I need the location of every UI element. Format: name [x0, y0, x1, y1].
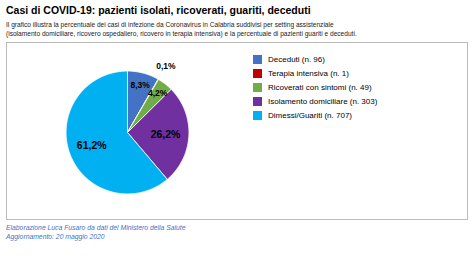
html-text:Il grafico illustra la percent: Il grafico illustra la percentuale dei c… — [6, 21, 357, 37]
html-text:Deceduti (n. 96): Deceduti (n. 96) — [268, 55, 325, 64]
svg-text:8,3%: 8,3% — [130, 79, 150, 90]
html-text:Casi di COVID-19: pazienti iso: Casi di COVID-19: pazienti isolati, rico… — [6, 4, 311, 16]
svg-text:0,1%: 0,1% — [156, 61, 176, 71]
svg-text:61,2%: 61,2% — [77, 139, 107, 151]
html-text:Ricoverati con sintomi (n. 49): Ricoverati con sintomi (n. 49) — [268, 83, 372, 92]
html-text:Elaborazione Luca Fusaro da da: Elaborazione Luca Fusaro da dati del Min… — [6, 224, 186, 231]
svg-text:4,2%: 4,2% — [148, 88, 168, 98]
html-text:Aggiornamento: 20 maggio 2020: Aggiornamento: 20 maggio 2020 — [6, 233, 105, 240]
html-text:Dimessi/Guariti (n. 707): Dimessi/Guariti (n. 707) — [268, 111, 352, 120]
html-text:Isolamento domiciliare (n. 303: Isolamento domiciliare (n. 303) — [268, 97, 378, 106]
svg-text:26,2%: 26,2% — [151, 128, 181, 140]
html-text:Terapia intensiva (n. 1): Terapia intensiva (n. 1) — [268, 69, 349, 78]
